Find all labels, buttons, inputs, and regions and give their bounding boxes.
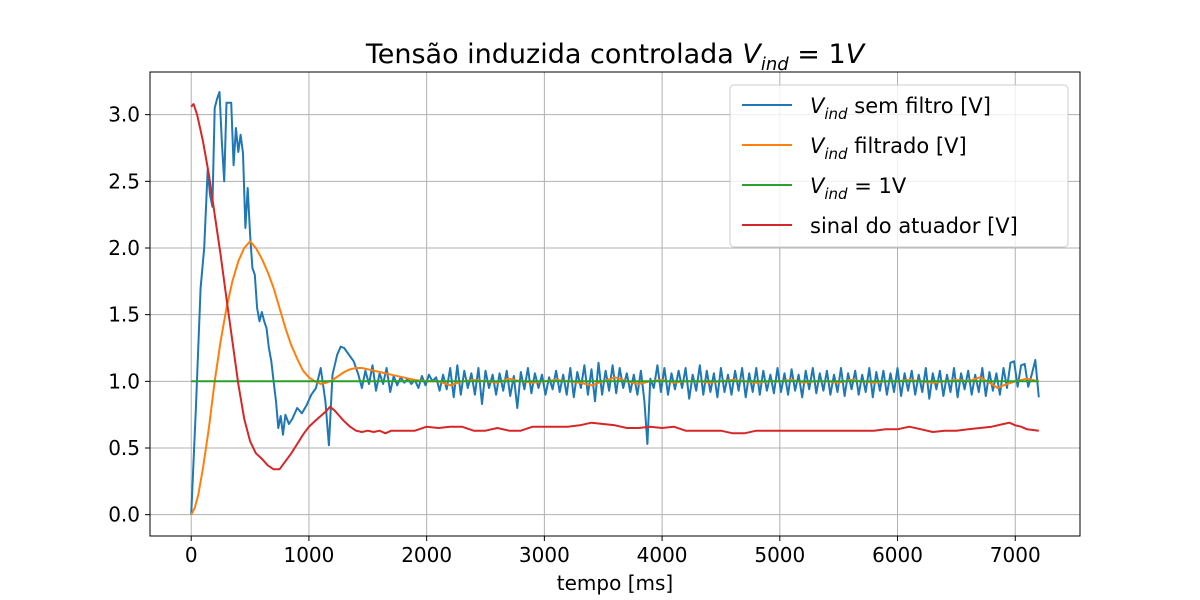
legend-label-actuator: sinal do atuador [V] [810,214,1018,238]
series-line-raw [190,91,1040,515]
y-tick-label: 3.0 [108,103,140,127]
x-tick-label: 6000 [872,543,923,567]
plot-frame [149,71,1081,537]
y-tick-label: 2.5 [108,169,140,193]
x-axis-label: tempo [ms] [557,571,673,595]
x-tick-label: 5000 [754,543,805,567]
x-tick-label: 0 [185,543,198,567]
legend: Vind sem filtro [V] Vind filtrado [V] Vind… [729,84,1069,248]
legend-label-raw: Vind sem filtro [V] [810,94,991,123]
axis-ticks: 0 1000 2000 3000 4000 5000 6000 7000 0.0 0.5 1.0 1.… [108,103,1041,567]
y-tick-label: 1.5 [108,303,140,327]
series-layer [190,91,1040,516]
y-tick-label: 0.0 [108,503,140,527]
chart-title: Tensão induzida controlada Vind = 1V [365,39,867,75]
x-tick-label: 7000 [990,543,1041,567]
x-tick-label: 1000 [283,543,334,567]
y-tick-label: 2.0 [108,236,140,260]
legend-label-filtered: Vind filtrado [V] [810,134,967,163]
y-tick-label: 0.5 [108,436,140,460]
legend-box [729,84,1069,248]
x-tick-label: 2000 [401,543,452,567]
series-line-actuator [190,103,1039,471]
legend-label-reference: Vind = 1V [810,174,907,203]
x-tick-label: 3000 [519,543,570,567]
x-tick-label: 4000 [637,543,688,567]
y-tick-label: 1.0 [108,369,140,393]
